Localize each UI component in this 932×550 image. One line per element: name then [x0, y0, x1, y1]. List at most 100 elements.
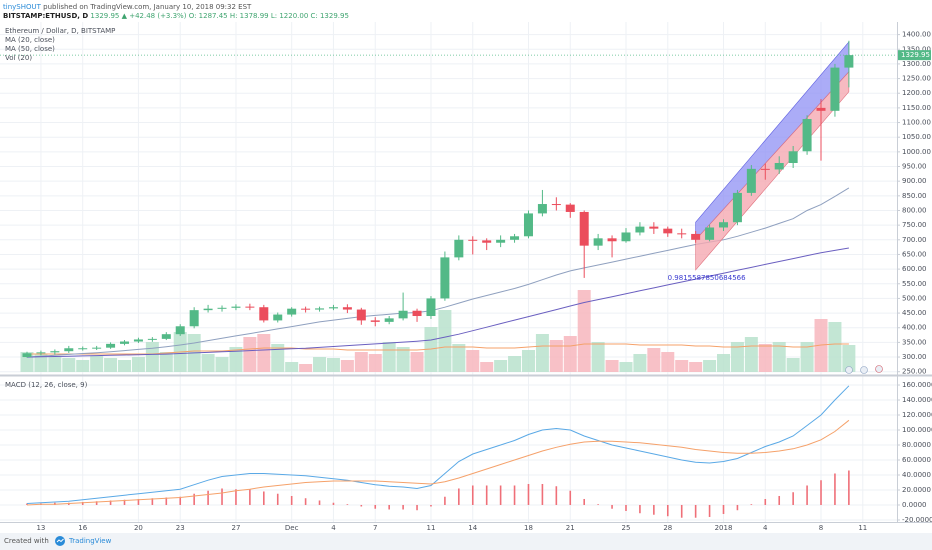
y-tick-label: 1150.00 — [902, 104, 931, 112]
histogram-bar — [276, 493, 279, 505]
candle-body — [440, 257, 450, 299]
candle-body — [217, 307, 227, 309]
x-tick-label: 4 — [763, 524, 768, 532]
candle-body — [746, 168, 756, 193]
y-tick-label: 300.00 — [902, 353, 927, 361]
candle-body — [370, 320, 380, 322]
y-tick-label: 750.00 — [902, 221, 927, 229]
volume-bar — [800, 342, 814, 372]
brand-logo — [55, 536, 65, 546]
histogram-bar — [806, 485, 808, 505]
x-tick-label: 23 — [176, 524, 185, 532]
ohlc: O: 1287.45 H: 1378.99 L: 1220.00 C: 1329… — [188, 12, 349, 20]
y-tick-label: 550.00 — [902, 280, 927, 288]
volume-bar — [591, 342, 605, 372]
histogram-bar — [193, 493, 195, 505]
candle-body — [523, 213, 533, 237]
candle-body — [551, 204, 561, 206]
histogram-bar — [179, 496, 182, 505]
x-tick-label: 7 — [373, 524, 377, 532]
candle-body — [844, 55, 854, 68]
ma-line — [26, 247, 849, 358]
histogram-bar — [527, 483, 530, 505]
axis-layer: 13 16 20 23 27 Dec 4 7 11 14 18 21 25 28 2018 4 8 11 250.0… — [36, 31, 932, 532]
candle-body — [273, 314, 283, 321]
histogram-bar — [109, 500, 112, 505]
x-tick-label: 20 — [134, 524, 143, 532]
macd-line — [26, 385, 850, 504]
volume-bar — [118, 360, 132, 372]
y-tick-label: 140.0000 — [902, 396, 932, 404]
y-tick-label: 900.00 — [902, 177, 927, 185]
histogram-bar — [346, 504, 349, 505]
volume-bar — [563, 336, 577, 372]
histogram-bar — [513, 485, 516, 505]
legend-title: Ethereum / Dollar, D, BITSTAMP — [5, 27, 115, 35]
x-tick-label: 27 — [231, 524, 240, 532]
volume-bar — [535, 334, 549, 372]
brand-link[interactable]: TradingView — [69, 537, 112, 545]
histogram-bar — [444, 496, 446, 505]
candle-body — [830, 67, 840, 111]
volume-bar — [508, 356, 522, 372]
volume-bar — [786, 358, 800, 372]
candle-body — [147, 338, 157, 340]
published-text: published on TradingView.com, January 10… — [43, 3, 252, 11]
legend-entry: MA (20, close) — [5, 36, 55, 44]
candle-body — [802, 119, 812, 152]
histogram-bar — [304, 498, 307, 505]
histogram-bar — [555, 486, 558, 505]
volume-bar — [382, 342, 396, 372]
volume-bar — [340, 360, 354, 372]
candle-body — [412, 310, 422, 317]
volume-bar — [313, 357, 327, 372]
symbol: BITSTAMP:ETHUSD, D — [3, 12, 89, 20]
header-symbol-line: BITSTAMP:ETHUSD, D 1329.95 ▲ +42.48 (+3.… — [3, 12, 349, 21]
y-tick-label: 250.00 — [902, 368, 927, 376]
candle-body — [454, 239, 464, 258]
volume-bar — [271, 344, 285, 372]
candle-body — [245, 306, 255, 308]
header-line: tinySHOUT published on TradingView.com, … — [3, 3, 251, 12]
histogram-bar — [374, 504, 377, 509]
volume-bar — [285, 362, 299, 372]
y-tick-label: 800.00 — [902, 206, 927, 214]
flag-icon — [845, 366, 853, 374]
histogram-bar — [471, 485, 474, 505]
candle-body — [301, 308, 311, 310]
volume-bar — [466, 350, 480, 372]
volume-bar — [772, 342, 786, 372]
histogram-bar — [820, 480, 822, 505]
volume-bar — [549, 340, 563, 372]
x-tick-label: 4 — [331, 524, 336, 532]
candle-body — [732, 192, 742, 223]
y-tick-label: 0.0000 — [902, 501, 927, 509]
candle-body — [760, 168, 770, 170]
candle-body — [50, 351, 60, 353]
y-tick-label: 450.00 — [902, 309, 927, 317]
volume-bar — [201, 354, 215, 372]
volume-bar — [689, 362, 703, 372]
x-tick-label: 18 — [524, 524, 533, 532]
histogram-bar — [722, 504, 725, 514]
volume-bar — [703, 360, 717, 372]
volume-bar — [145, 342, 159, 372]
volume-bar — [326, 358, 340, 372]
x-tick-label: 13 — [36, 524, 45, 532]
histogram-bar — [764, 498, 767, 505]
candle-body — [816, 107, 826, 111]
candle-body — [64, 348, 74, 352]
candle-body — [384, 318, 394, 322]
y-tick-label: 1250.00 — [902, 75, 931, 83]
candle-body — [788, 151, 798, 163]
candle-body — [328, 307, 338, 309]
candle-body — [342, 307, 352, 310]
volume-bar — [647, 348, 661, 372]
footer-text: Created with — [4, 537, 49, 545]
histogram-bar — [653, 504, 655, 515]
histogram-bar — [458, 488, 460, 505]
y-tick-label: 500.00 — [902, 294, 927, 302]
y-tick-label: 700.00 — [902, 236, 927, 244]
author-link[interactable]: tinySHOUT — [3, 3, 41, 11]
